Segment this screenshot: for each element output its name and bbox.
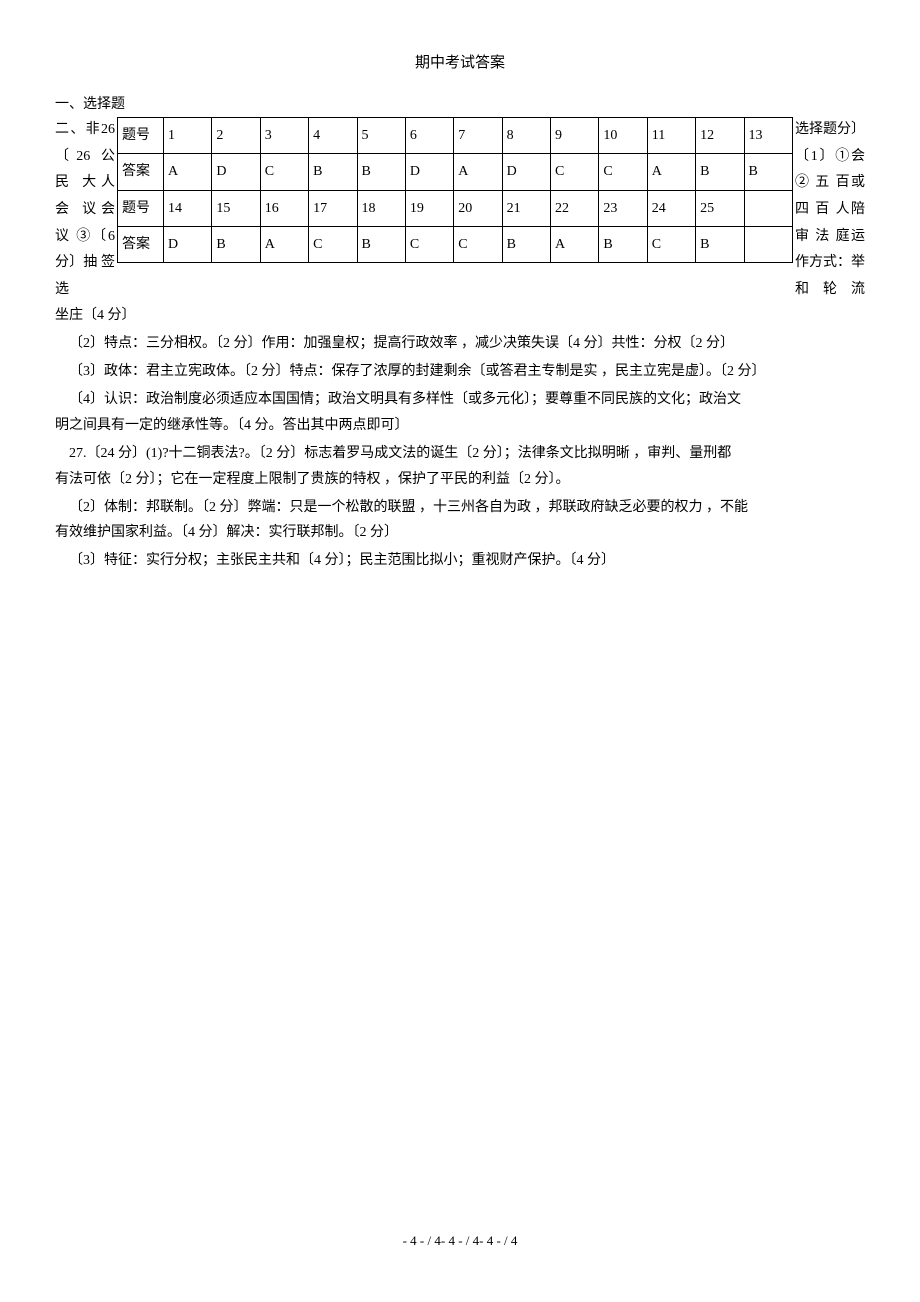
cell: A: [551, 226, 599, 262]
cell: 20: [454, 190, 502, 226]
cell: C: [260, 154, 308, 190]
cell: 6: [405, 118, 453, 154]
table-row: 答案 A D C B B D A D C C A B B: [118, 154, 793, 190]
answer-paragraph: 〔2〕特点：三分相权。〔2 分〕作用：加强皇权；提高行政效率 ，减少决策失误〔4…: [55, 331, 865, 357]
cell: C: [647, 226, 695, 262]
cell: 3: [260, 118, 308, 154]
answer-paragraph: 〔2〕体制：邦联制。〔2 分〕弊端：只是一个松散的联盟 ，十三州各自为政 ，邦联…: [55, 495, 865, 521]
cell: A: [260, 226, 308, 262]
cell: 11: [647, 118, 695, 154]
page-footer: - 4 - / 4- 4 - / 4- 4 - / 4: [0, 1229, 920, 1252]
cell: 7: [454, 118, 502, 154]
answer-paragraph: 〔3〕特征：实行分权；主张民主共和〔4 分〕；民主范围比拟小；重视财产保护。〔4…: [55, 548, 865, 574]
cell: [744, 190, 793, 226]
cell: 9: [551, 118, 599, 154]
cell: 14: [164, 190, 212, 226]
cell: 5: [357, 118, 405, 154]
table-row: 题号 1 2 3 4 5 6 7 8 9 10 11 12 13: [118, 118, 793, 154]
cell: 16: [260, 190, 308, 226]
cell: B: [309, 154, 357, 190]
cell: A: [647, 154, 695, 190]
answer-paragraph: 有效维护国家利益。〔4 分〕解决：实行联邦制。〔2 分〕: [55, 520, 865, 546]
cell: 22: [551, 190, 599, 226]
cell: 21: [502, 190, 550, 226]
cell: D: [212, 154, 260, 190]
cell: B: [357, 154, 405, 190]
cell: 19: [405, 190, 453, 226]
answer-paragraph: 〔3〕政体：君主立宪政体。〔2 分〕特点：保存了浓厚的封建剩余〔或答君主专制是实…: [55, 359, 865, 385]
cell: B: [357, 226, 405, 262]
row-label: 答案: [118, 226, 164, 262]
content-wrapper: 一、选择题 二、非26〔26 公 民 大人 会 议会 议 ③〔6 分〕抽 签 选…: [55, 92, 865, 574]
cell: D: [502, 154, 550, 190]
cell: 8: [502, 118, 550, 154]
cell: 15: [212, 190, 260, 226]
cell: D: [164, 226, 212, 262]
cell: B: [696, 154, 744, 190]
right-wrap-text: 选择题分〕〔1〕①会 ② 五 百或 四 百 人陪 审 法 庭运作方式：举 和 轮…: [795, 117, 865, 303]
cell: A: [454, 154, 502, 190]
cell: C: [599, 154, 647, 190]
cell: D: [405, 154, 453, 190]
cell: C: [551, 154, 599, 190]
cell: B: [599, 226, 647, 262]
cell: B: [744, 154, 793, 190]
answer-table-container: 题号 1 2 3 4 5 6 7 8 9 10 11 12 13 答案 A D …: [117, 117, 793, 263]
cell: 12: [696, 118, 744, 154]
cell: 10: [599, 118, 647, 154]
row-label: 题号: [118, 190, 164, 226]
cell: 23: [599, 190, 647, 226]
answer-paragraph: 27.〔24 分〕(1)?十二铜表法?。〔2 分〕标志着罗马成文法的诞生〔2 分…: [55, 441, 865, 467]
cell: 2: [212, 118, 260, 154]
section1-heading: 一、选择题: [55, 92, 865, 117]
cell: 4: [309, 118, 357, 154]
cell: 17: [309, 190, 357, 226]
table-row: 答案 D B A C B C C B A B C B: [118, 226, 793, 262]
answer-paragraph: 明之间具有一定的继承性等。〔4 分。答出其中两点即可〕: [55, 413, 865, 439]
answer-table: 题号 1 2 3 4 5 6 7 8 9 10 11 12 13 答案 A D …: [117, 117, 793, 263]
table-row: 题号 14 15 16 17 18 19 20 21 22 23 24 25: [118, 190, 793, 226]
cell: B: [502, 226, 550, 262]
row-label: 答案: [118, 154, 164, 190]
cell: C: [309, 226, 357, 262]
cell: B: [212, 226, 260, 262]
cell: 24: [647, 190, 695, 226]
row-label: 题号: [118, 118, 164, 154]
cell: C: [405, 226, 453, 262]
below-table-text: 坐庄〔4 分〕: [55, 303, 865, 329]
cell: A: [164, 154, 212, 190]
cell: 18: [357, 190, 405, 226]
answer-paragraph: 〔4〕认识：政治制度必须适应本国国情；政治文明具有多样性〔或多元化〕；要尊重不同…: [55, 387, 865, 413]
answer-paragraph: 有法可依〔2 分〕；它在一定程度上限制了贵族的特权 ，保护了平民的利益〔2 分〕…: [55, 467, 865, 493]
left-wrap-text: 二、非26〔26 公 民 大人 会 议会 议 ③〔6 分〕抽 签 选: [55, 117, 115, 303]
cell: 13: [744, 118, 793, 154]
cell: [744, 226, 793, 262]
cell: B: [696, 226, 744, 262]
cell: C: [454, 226, 502, 262]
cell: 25: [696, 190, 744, 226]
page-title: 期中考试答案: [55, 50, 865, 77]
cell: 1: [164, 118, 212, 154]
